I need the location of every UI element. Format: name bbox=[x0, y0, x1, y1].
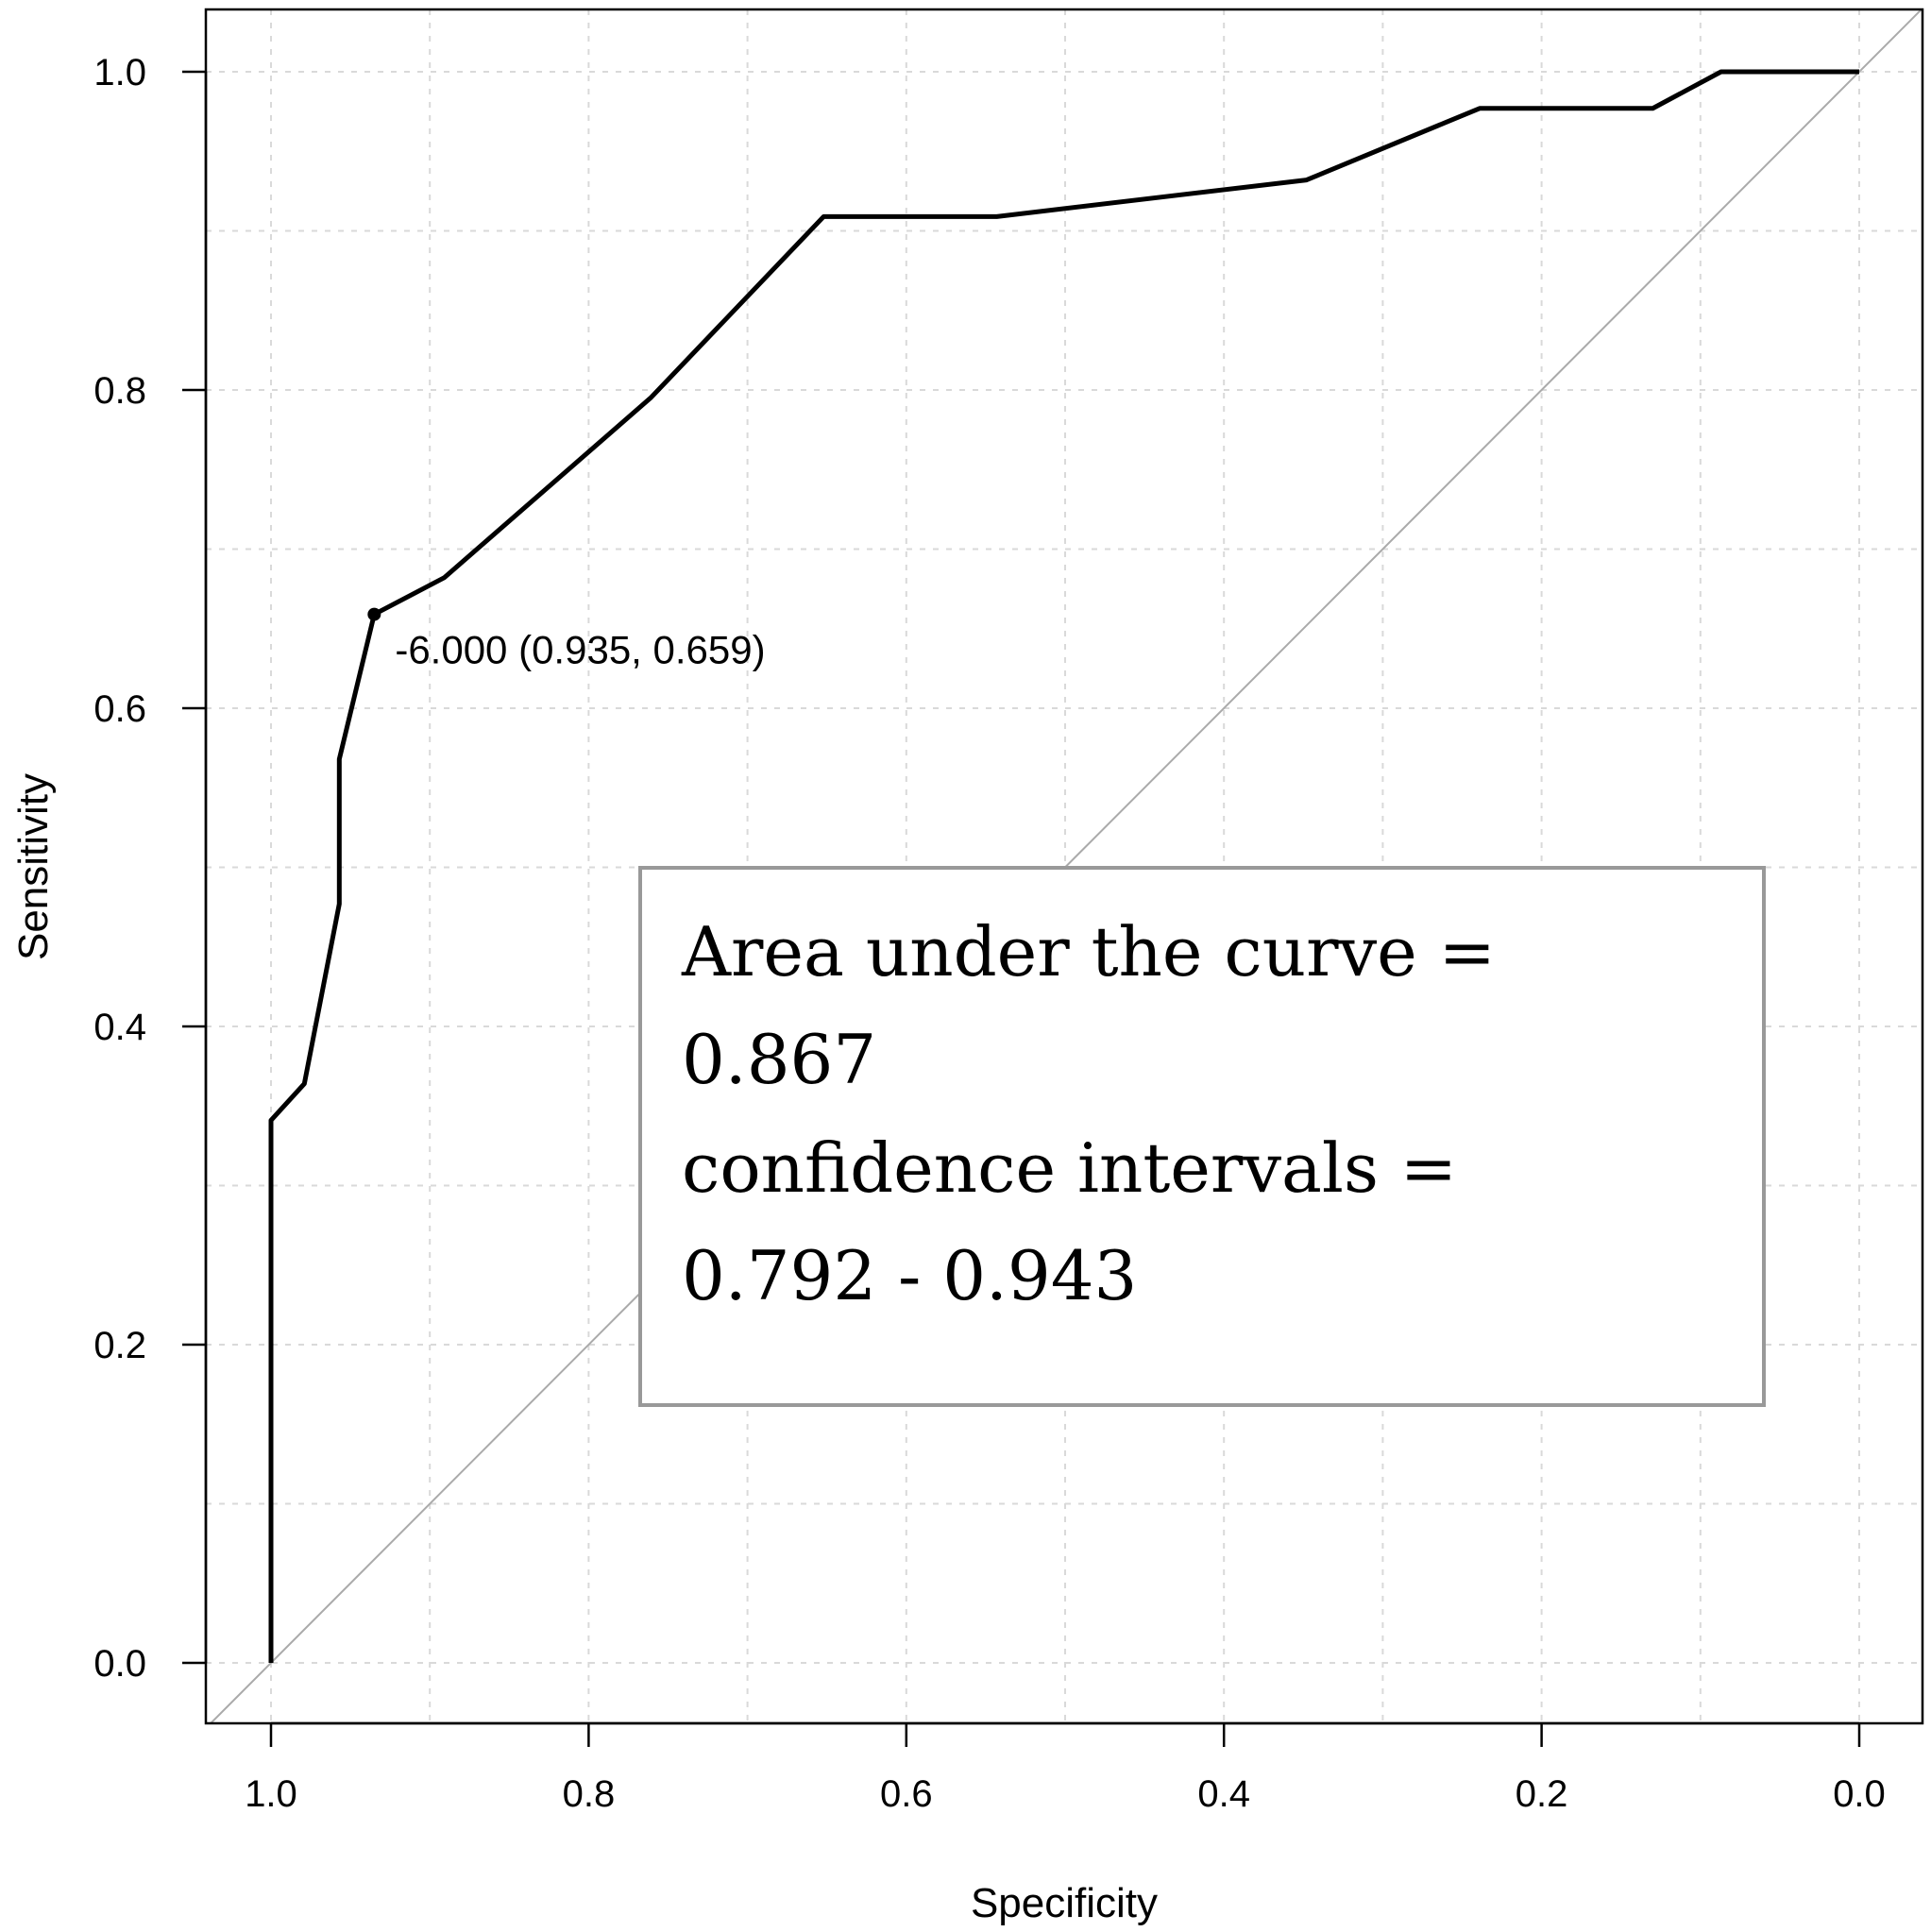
threshold-label: -6.000 (0.935, 0.659) bbox=[395, 628, 765, 672]
legend-line-3: confidence intervals = bbox=[682, 1128, 1457, 1208]
x-tick-label: 1.0 bbox=[245, 1773, 297, 1815]
x-tick-label: 0.6 bbox=[880, 1773, 933, 1815]
y-tick-label: 0.0 bbox=[93, 1643, 146, 1685]
legend-line-4: 0.792 - 0.943 bbox=[682, 1236, 1137, 1315]
y-tick-label: 0.8 bbox=[93, 370, 146, 412]
y-tick-label: 0.4 bbox=[93, 1007, 146, 1048]
threshold-point bbox=[367, 607, 381, 621]
y-axis: 0.0 0.2 0.4 0.6 0.8 1.0 bbox=[93, 52, 208, 1685]
legend-line-1: Area under the curve = bbox=[681, 912, 1496, 991]
x-tick-label: 0.8 bbox=[563, 1773, 616, 1815]
legend-line-2: 0.867 bbox=[682, 1020, 876, 1099]
x-tick-label: 0.4 bbox=[1197, 1773, 1250, 1815]
y-tick-label: 1.0 bbox=[93, 52, 146, 93]
x-tick-label: 0.0 bbox=[1833, 1773, 1886, 1815]
x-axis-label: Specificity bbox=[971, 1880, 1158, 1926]
legend-box bbox=[638, 866, 1766, 1407]
x-tick-label: 0.2 bbox=[1516, 1773, 1568, 1815]
y-tick-label: 0.6 bbox=[93, 688, 146, 730]
x-axis: 1.0 0.8 0.6 0.4 0.2 0.0 bbox=[245, 1721, 1886, 1815]
y-axis-label: Sensitivity bbox=[10, 773, 57, 960]
y-tick-label: 0.2 bbox=[93, 1325, 146, 1366]
roc-curve-line bbox=[268, 69, 1859, 1663]
